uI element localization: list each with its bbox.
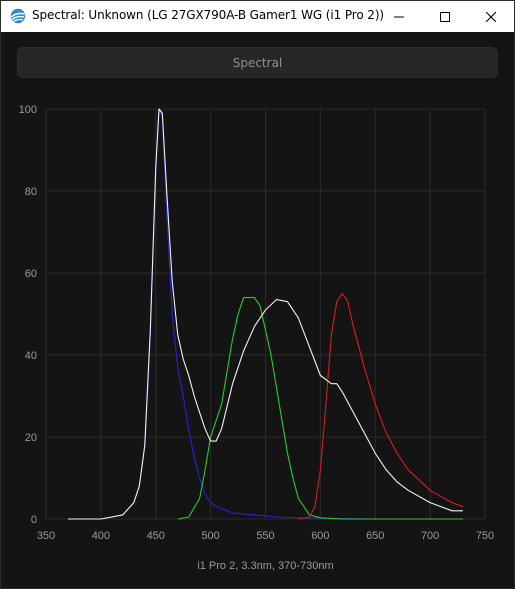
displaycal-icon: [10, 8, 26, 24]
x-tick-label: 750: [476, 530, 494, 542]
series-line-1: [177, 297, 463, 520]
x-tick-label: 700: [421, 530, 439, 542]
y-tick-label: 40: [25, 350, 37, 362]
x-tick-label: 550: [256, 530, 274, 542]
close-button[interactable]: [468, 1, 514, 32]
minimize-icon: [394, 16, 404, 17]
series-line-2: [298, 292, 464, 520]
x-tick-label: 600: [311, 530, 329, 542]
x-tick-label: 500: [201, 530, 219, 542]
x-tick-label: 650: [366, 530, 384, 542]
minimize-button[interactable]: [376, 1, 422, 32]
y-tick-label: 80: [25, 186, 37, 198]
close-icon: [486, 11, 496, 22]
y-tick-label: 60: [25, 268, 37, 280]
maximize-button[interactable]: [422, 1, 468, 32]
chart-series: [68, 108, 464, 520]
y-tick-label: 100: [19, 104, 37, 116]
x-axis-ticks: 350 400 450 500 550 600 650 700 750: [37, 530, 494, 542]
chart-grid: [45, 108, 486, 520]
x-tick-label: 350: [37, 530, 55, 542]
spectral-button[interactable]: Spectral: [17, 47, 498, 78]
x-tick-label: 400: [92, 530, 110, 542]
y-tick-label: 20: [25, 432, 37, 444]
x-axis-label: i1 Pro 2, 3.3nm, 370-730nm: [197, 560, 333, 572]
title-bar[interactable]: Spectral: Unknown (LG 27GX790A-B Gamer1 …: [1, 1, 514, 32]
y-axis-ticks: 0 20 40 60 80 100: [19, 104, 37, 526]
window-title: Spectral: Unknown (LG 27GX790A-B Gamer1 …: [32, 8, 384, 22]
content-area: Spectral: [1, 32, 514, 588]
x-tick-label: 450: [147, 530, 165, 542]
series-line-3: [68, 108, 463, 520]
y-tick-label: 0: [31, 514, 37, 526]
maximize-icon: [440, 11, 450, 22]
